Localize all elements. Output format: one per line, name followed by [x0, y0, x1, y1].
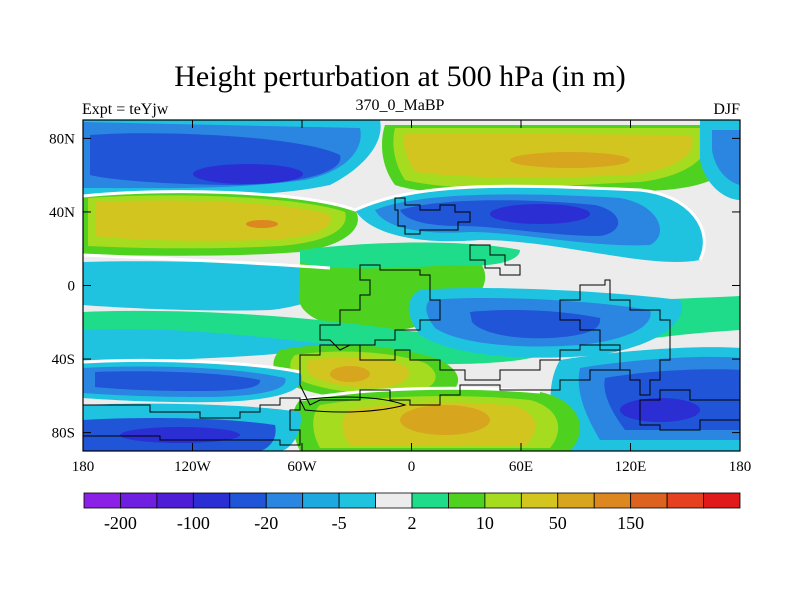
x-tick-label: 180 — [72, 459, 95, 475]
coastline-west-landmass — [319, 264, 441, 351]
x-tick-label: 120W — [174, 459, 212, 475]
x-tick-label: 60E — [509, 459, 533, 475]
colorbar-swatch — [83, 492, 121, 509]
field-sw-low-deep — [95, 371, 261, 391]
colorbar-swatch — [120, 492, 158, 509]
colorbar-label: 50 — [549, 513, 567, 533]
colorbar-swatch — [557, 492, 595, 509]
colorbar-swatch — [484, 492, 522, 509]
field-s-low-core — [470, 310, 601, 339]
colorbar-label: -100 — [177, 513, 210, 533]
y-tick-label: 40N — [49, 205, 75, 221]
y-axis-ticks: 80N 40N 0 40S 80S — [49, 131, 740, 442]
coastline-antarctic-west — [83, 397, 301, 446]
field-antarctic-high-center — [400, 405, 490, 435]
period-label: 370_0_MaBP — [355, 97, 445, 114]
coastline-east-island — [469, 244, 521, 276]
colorbar-label: 2 — [408, 513, 417, 533]
field-ne-high-center — [510, 152, 630, 168]
colorbar-swatch — [192, 492, 231, 509]
x-tick-label: 0 — [408, 459, 416, 475]
field-ne-corner-low-core — [712, 130, 740, 185]
zero-contour-2 — [83, 253, 331, 270]
colorbar-label: -5 — [332, 513, 347, 533]
colorbar-swatch — [411, 492, 449, 509]
season-label: DJF — [713, 101, 740, 118]
colorbar-swatch — [302, 492, 340, 509]
colorbar-swatch — [630, 492, 668, 509]
y-tick-label: 0 — [68, 279, 76, 295]
zero-contour-1 — [83, 184, 706, 261]
colorbar-swatch — [338, 492, 376, 509]
experiment-label: Expt = teYjw — [82, 101, 169, 118]
field-s-high-center — [330, 366, 370, 382]
coastline-ne-landmass — [559, 279, 671, 396]
colorbar-swatch — [375, 492, 413, 509]
colorbar-label: -20 — [254, 513, 278, 533]
x-tick-label: 60W — [287, 459, 317, 475]
coastline-antarctic-east — [639, 389, 740, 431]
field-tropical-w-low — [83, 261, 335, 311]
colorbar-swatch — [703, 492, 741, 509]
x-tick-label: 120E — [615, 459, 647, 475]
y-tick-label: 40S — [52, 352, 75, 368]
coastline-north-continent — [394, 197, 471, 235]
colorbar-swatch — [448, 492, 486, 509]
colorbar-label: 150 — [617, 513, 644, 533]
field-arctic-low-center — [193, 164, 303, 184]
height-perturbation-field — [83, 120, 740, 451]
y-tick-label: 80N — [49, 131, 75, 147]
x-axis-ticks: 180 120W 60W 0 60E 120E 180 — [72, 120, 752, 475]
chart-title: Height perturbation at 500 hPa (in m) — [174, 60, 626, 93]
colorbar-swatch — [156, 492, 194, 509]
field-nw-high-center — [246, 220, 278, 228]
field-se-low-center — [620, 398, 700, 422]
colorbar-swatch — [593, 492, 632, 509]
coastline-antarctic-ring — [299, 396, 407, 413]
x-tick-label: 180 — [729, 459, 752, 475]
colorbar-swatch — [520, 492, 559, 509]
zero-contour-3 — [83, 358, 301, 374]
coastlines — [83, 197, 740, 446]
colorbar-label: -200 — [104, 513, 137, 533]
colorbar-swatch — [229, 492, 267, 509]
field-tropical-high-inner — [300, 242, 520, 269]
colorbar: -200 -100 -20 -5 2 10 50 150 — [83, 492, 741, 533]
field-n-low-center — [490, 204, 590, 224]
colorbar-label: 10 — [476, 513, 494, 533]
colorbar-swatch — [666, 492, 704, 509]
field-antarctic-w-low-center — [120, 427, 240, 443]
colorbar-swatch — [265, 492, 304, 509]
y-tick-label: 80S — [52, 426, 75, 442]
field-nw-high-core — [95, 200, 331, 241]
field-s-cyan-band — [83, 328, 340, 362]
